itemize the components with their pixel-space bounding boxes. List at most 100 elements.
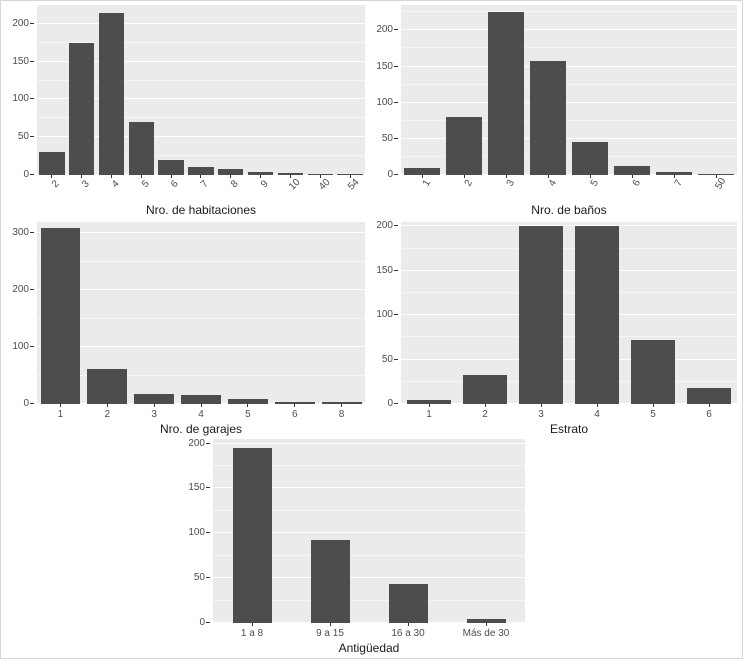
major-gridline [401, 137, 737, 139]
bar-slot [84, 222, 131, 404]
x-tick-mark [708, 404, 710, 407]
chart-estrato: 0 50 100 150 200 1 2 3 4 5 6 Estrato [371, 220, 737, 436]
major-gridline [213, 442, 525, 444]
chart-nro-banos: 0 50 100 150 200 1 2 3 4 5 6 7 50 Nro. de baños [371, 5, 737, 217]
x-tick-label: 8 [228, 178, 241, 191]
bar-slot [569, 5, 611, 175]
bar-slot [443, 5, 485, 175]
x-tick-slot: 54 [335, 175, 365, 201]
x-tick-label: 7 [199, 178, 211, 191]
x-tick-mark [673, 175, 675, 178]
x-axis: 1 2 3 4 5 6 8 [37, 404, 365, 420]
x-tick-label: 10 [286, 176, 303, 193]
x-tick-label: 4 [198, 409, 204, 420]
major-gridline [37, 232, 365, 234]
x-tick-slot: 9 a 15 [291, 623, 369, 639]
x-tick-label: 3 [79, 178, 92, 191]
bar [321, 402, 362, 404]
x-tick-mark [596, 404, 598, 407]
bar-slot [156, 5, 186, 175]
plot-panel [401, 5, 737, 175]
x-tick-label: 7 [672, 178, 686, 189]
y-tick-label: 100 [12, 93, 29, 105]
bar [274, 401, 315, 404]
bar-slot [178, 222, 225, 404]
y-tick-label: 100 [376, 96, 393, 108]
chart-body: 0 50 100 150 200 1 a 8 9 a 15 16 a 30 Más de 30 [183, 438, 525, 639]
bar-slot [97, 5, 127, 175]
x-tick-mark [421, 175, 423, 178]
x-tick-slot: 6 [611, 175, 653, 201]
bar-slot [369, 439, 447, 623]
major-gridline [401, 65, 737, 67]
x-tick-mark [319, 175, 321, 178]
bar [98, 12, 125, 175]
x-tick-slot: 6 [156, 175, 186, 201]
y-tick-label: 0 [387, 169, 393, 180]
x-tick-label: 3 [504, 178, 518, 189]
bar-slot [37, 222, 84, 404]
major-gridline [213, 487, 525, 489]
x-tick-slot: 4 [569, 404, 625, 420]
y-tick-mark [394, 101, 398, 103]
y-tick-label: 0 [199, 617, 205, 628]
plot-panel [37, 5, 365, 175]
minor-gridline [37, 374, 365, 376]
y-tick-mark [30, 403, 34, 404]
bar-slot [186, 5, 216, 175]
major-gridline [37, 22, 365, 24]
x-tick-slot: 2 [84, 404, 131, 420]
x-tick-label: 5 [245, 409, 251, 420]
bar [227, 399, 268, 404]
x-tick-label: 16 a 30 [391, 628, 425, 639]
x-tick-label: 54 [346, 176, 363, 193]
x-tick-slot: 3 [67, 175, 97, 201]
x-tick-label: 9 [258, 178, 271, 191]
x-tick-label: 8 [338, 409, 345, 420]
bar [518, 226, 564, 404]
x-tick-mark [170, 175, 172, 178]
x-tick-mark [59, 404, 61, 407]
major-gridline [37, 60, 365, 62]
bar [686, 388, 732, 404]
major-gridline [37, 136, 365, 138]
x-tick-label: 6 [169, 178, 182, 191]
y-axis: 0 50 100 150 200 [183, 438, 213, 628]
bar [277, 172, 304, 175]
x-tick-label: 5 [650, 409, 656, 420]
x-tick-label: 3 [151, 409, 157, 420]
y-tick-label: 150 [12, 55, 29, 67]
major-gridline [213, 577, 525, 579]
minor-gridline [37, 155, 365, 157]
bar-slot [611, 5, 653, 175]
x-tick-mark [200, 404, 202, 407]
x-tick-label: Más de 30 [462, 628, 510, 639]
major-gridline [401, 101, 737, 103]
x-axis: 2 3 4 5 6 7 8 9 10 40 54 [37, 175, 365, 201]
x-tick-mark [652, 404, 654, 407]
chart-body: 0 50 100 150 200 1 2 3 4 5 6 7 50 [371, 5, 737, 201]
x-tick-slot: 16 a 30 [369, 623, 447, 639]
plot-area: 0 50 100 150 200 [371, 220, 737, 409]
bar-slot [305, 5, 335, 175]
bar-slot [401, 5, 443, 175]
bar [218, 168, 244, 175]
bar-slot [318, 222, 365, 404]
y-tick-mark [30, 346, 34, 348]
x-tick-mark [289, 175, 291, 178]
major-gridline [213, 622, 525, 623]
bar-slot [131, 222, 178, 404]
y-tick-mark [394, 225, 398, 227]
major-gridline [401, 269, 737, 271]
x-tick-slot: 6 [681, 404, 737, 420]
bar-slot [569, 222, 625, 404]
bar-slot [513, 222, 569, 404]
x-tick-slot: 1 a 8 [213, 623, 291, 639]
major-gridline [401, 314, 737, 316]
bar-slot [276, 5, 306, 175]
minor-gridline [37, 117, 365, 119]
x-tick-slot: 9 [246, 175, 276, 201]
bars-layer [37, 222, 365, 404]
